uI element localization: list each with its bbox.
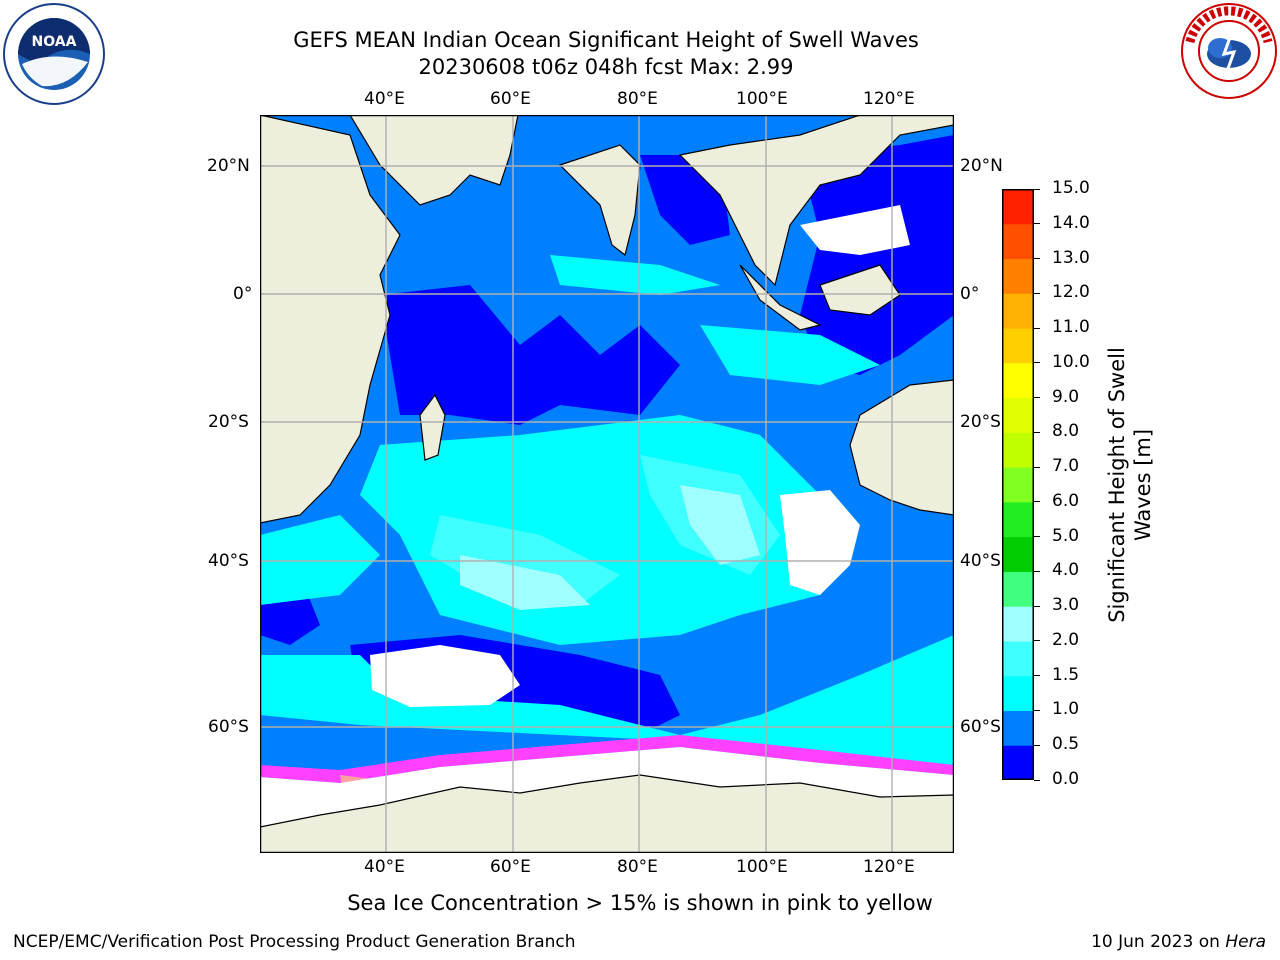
lon-label-top-80e: 80°E bbox=[617, 89, 658, 109]
colorbar-tick-mark bbox=[1034, 466, 1040, 468]
colorbar-tick-label: 9.0 bbox=[1052, 386, 1080, 407]
colorbar-segment bbox=[1002, 293, 1034, 329]
colorbar-tick-label: 1.5 bbox=[1052, 664, 1080, 685]
colorbar-segment bbox=[1002, 571, 1034, 607]
national-weather-service-logo bbox=[1181, 3, 1277, 99]
lon-label-top-60e: 60°E bbox=[490, 89, 531, 109]
colorbar-segment bbox=[1002, 536, 1034, 572]
lat-label-left-20n: 20°N bbox=[207, 156, 250, 176]
noaa-logo: NOAA bbox=[3, 3, 105, 105]
colorbar-tick-mark bbox=[1034, 258, 1040, 260]
colorbar-segment bbox=[1002, 328, 1034, 364]
colorbar-tick-mark bbox=[1034, 536, 1040, 538]
colorbar-segment bbox=[1002, 710, 1034, 746]
colorbar-tick-mark bbox=[1034, 223, 1040, 225]
lon-label-top-100e: 100°E bbox=[736, 89, 788, 109]
lat-label-right-0: 0° bbox=[960, 284, 980, 304]
colorbar-segment bbox=[1002, 745, 1034, 780]
issue-date-text: 10 Jun 2023 on bbox=[1091, 932, 1226, 952]
colorbar-tick-label: 14.0 bbox=[1052, 212, 1090, 233]
colorbar-tick-label: 15.0 bbox=[1052, 178, 1090, 198]
colorbar-tick-label: 6.0 bbox=[1052, 490, 1080, 511]
lat-label-right-40s: 40°S bbox=[960, 551, 1001, 571]
colorbar-segment bbox=[1002, 432, 1034, 468]
chart-title: GEFS MEAN Indian Ocean Significant Heigh… bbox=[293, 28, 919, 52]
chart-subtitle: 20230608 t06z 048h fcst Max: 2.99 bbox=[418, 55, 794, 79]
colorbar-label-line1: Significant Height of Swell bbox=[1105, 347, 1129, 623]
colorbar-tick-label: 5.0 bbox=[1052, 525, 1080, 546]
sea-ice-note: Sea Ice Concentration > 15% is shown in … bbox=[347, 891, 933, 915]
lon-label-top-40e: 40°E bbox=[364, 89, 405, 109]
colorbar bbox=[1002, 189, 1034, 780]
colorbar-segment bbox=[1002, 362, 1034, 399]
colorbar-segment bbox=[1002, 397, 1034, 433]
lon-label-bottom-100e: 100°E bbox=[736, 857, 788, 877]
colorbar-tick-label: 10.0 bbox=[1052, 351, 1090, 372]
lon-label-bottom-60e: 60°E bbox=[490, 857, 531, 877]
producer-credit: NCEP/EMC/Verification Post Processing Pr… bbox=[13, 932, 576, 952]
colorbar-tick-mark bbox=[1034, 397, 1040, 399]
colorbar-tick-mark bbox=[1034, 744, 1040, 746]
lat-label-right-20s: 20°S bbox=[960, 412, 1001, 432]
colorbar-border bbox=[1002, 189, 1034, 780]
colorbar-tick-label: 2.0 bbox=[1052, 629, 1080, 650]
lat-label-right-60s: 60°S bbox=[960, 717, 1001, 737]
colorbar-tick-label: 13.0 bbox=[1052, 247, 1090, 268]
colorbar-segment bbox=[1002, 675, 1034, 711]
colorbar-tick-mark bbox=[1034, 188, 1040, 190]
colorbar-tick-mark bbox=[1034, 779, 1040, 781]
lat-label-left-60s: 60°S bbox=[208, 717, 249, 737]
colorbar-tick-mark bbox=[1034, 570, 1040, 572]
colorbar-tick-mark bbox=[1034, 362, 1040, 364]
colorbar-tick-label: 8.0 bbox=[1052, 421, 1080, 442]
colorbar-tick-label: 11.0 bbox=[1052, 317, 1090, 338]
colorbar-tick-label: 0.0 bbox=[1052, 769, 1080, 789]
lat-label-left-20s: 20°S bbox=[208, 412, 249, 432]
colorbar-segment bbox=[1002, 189, 1034, 225]
colorbar-tick-label: 0.5 bbox=[1052, 734, 1080, 755]
colorbar-tick-label: 12.0 bbox=[1052, 282, 1090, 303]
colorbar-tick-label: 7.0 bbox=[1052, 456, 1080, 477]
colorbar-tick-mark bbox=[1034, 501, 1040, 503]
lon-label-top-120e: 120°E bbox=[863, 89, 915, 109]
colorbar-tick-mark bbox=[1034, 292, 1040, 294]
colorbar-label-line2: Waves [m] bbox=[1131, 428, 1155, 542]
colorbar-tick-mark bbox=[1034, 327, 1040, 329]
issue-date: 10 Jun 2023 on Hera bbox=[1091, 932, 1266, 952]
colorbar-tick-label: 3.0 bbox=[1052, 595, 1080, 616]
colorbar-tick-mark bbox=[1034, 640, 1040, 642]
colorbar-segment bbox=[1002, 258, 1034, 294]
colorbar-segment bbox=[1002, 467, 1034, 503]
noaa-logo-text: NOAA bbox=[32, 34, 77, 50]
colorbar-tick-mark bbox=[1034, 709, 1040, 711]
colorbar-tick-mark bbox=[1034, 605, 1040, 607]
lat-label-left-40s: 40°S bbox=[208, 551, 249, 571]
colorbar-tick-label: 4.0 bbox=[1052, 560, 1080, 581]
swell-height-map bbox=[260, 115, 954, 853]
lon-label-bottom-120e: 120°E bbox=[863, 857, 915, 877]
colorbar-segment bbox=[1002, 640, 1034, 677]
lon-label-bottom-80e: 80°E bbox=[617, 857, 658, 877]
colorbar-segment bbox=[1002, 606, 1034, 642]
colorbar-tick-mark bbox=[1034, 675, 1040, 677]
lat-label-left-0: 0° bbox=[233, 284, 253, 304]
host-name: Hera bbox=[1225, 932, 1266, 952]
colorbar-tick-mark bbox=[1034, 431, 1040, 433]
lat-label-right-20n: 20°N bbox=[960, 156, 1003, 176]
lon-label-bottom-40e: 40°E bbox=[364, 857, 405, 877]
colorbar-segment bbox=[1002, 223, 1034, 260]
colorbar-segment bbox=[1002, 501, 1034, 538]
colorbar-tick-label: 1.0 bbox=[1052, 699, 1080, 720]
